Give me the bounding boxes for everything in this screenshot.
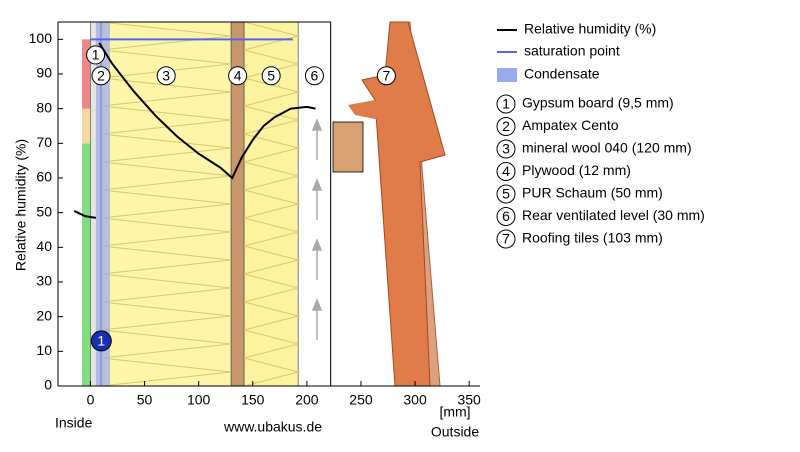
- layer-marker: [261, 66, 281, 86]
- layer-number: 4: [234, 67, 242, 83]
- insulation-pattern: [101, 273, 232, 303]
- condensate-marker-label: 1: [97, 333, 105, 349]
- insulation-pattern: [101, 329, 232, 359]
- x-tick-label: 350: [457, 392, 481, 408]
- insulation-pattern: [243, 161, 301, 191]
- insulation-pattern: [101, 49, 232, 79]
- layer-marker: [91, 66, 111, 86]
- legend-number: 4: [502, 163, 510, 179]
- tile-edge: [348, 100, 380, 120]
- insulation-pattern: [243, 133, 301, 163]
- legend-label: Rear ventilated level (30 mm): [522, 207, 705, 223]
- y-tick-label: 40: [36, 238, 52, 254]
- legend-label: Condensate: [524, 66, 600, 82]
- legend-number: 6: [502, 208, 510, 224]
- legend-label: Gypsum board (9,5 mm): [522, 95, 674, 111]
- source: www.ubakus.de: [223, 419, 322, 435]
- insulation-pattern: [243, 273, 301, 303]
- x-tick-label: 300: [403, 392, 427, 408]
- outside-label: Outside: [431, 424, 479, 440]
- layer-number: 7: [383, 67, 391, 83]
- series-line: [73, 42, 316, 219]
- insulation-pattern: [101, 245, 232, 275]
- y-tick-label: 0: [44, 377, 52, 393]
- x-tick-label: 0: [87, 392, 95, 408]
- inside-label: Inside: [55, 415, 93, 431]
- y-tick-label: 30: [36, 273, 52, 289]
- layer-number: 6: [311, 67, 319, 83]
- comfort-zone: [82, 108, 91, 144]
- legend-label: Ampatex Cento: [522, 117, 619, 133]
- comfort-zone: [82, 143, 91, 386]
- legend-marker: [496, 139, 516, 159]
- batten: [332, 121, 364, 173]
- layer-number: 2: [97, 67, 105, 83]
- y-tick-label: 60: [36, 169, 52, 185]
- legend-marker: [496, 184, 516, 204]
- legend-swatch: [497, 68, 517, 82]
- insulation-pattern: [101, 301, 232, 331]
- legend-number: 1: [502, 96, 510, 112]
- insulation-pattern: [101, 189, 232, 219]
- insulation-pattern: [243, 217, 301, 247]
- legend-number: 7: [502, 231, 510, 247]
- x-tick-label: 250: [349, 392, 373, 408]
- insulation-pattern: [243, 77, 301, 107]
- legend-marker: [496, 94, 516, 114]
- legend-label: Roofing tiles (103 mm): [522, 230, 663, 246]
- x-tick-label: 50: [137, 392, 153, 408]
- legend-number: 3: [502, 141, 510, 157]
- legend-label: saturation point: [524, 43, 620, 59]
- condensate: [95, 22, 110, 386]
- legend-marker: [496, 207, 516, 226]
- y-tick-label: 50: [36, 203, 52, 219]
- x-tick-label: 100: [187, 392, 211, 408]
- x-tick-label: 150: [241, 392, 265, 408]
- insulation-pattern: [243, 301, 301, 331]
- legend-marker: [496, 229, 516, 249]
- legend-number: 5: [502, 186, 510, 202]
- insulation-pattern: [243, 189, 301, 219]
- x-unit: [mm]: [439, 404, 470, 420]
- comfort-zone: [82, 39, 91, 109]
- layer-marker: [376, 66, 396, 86]
- roof-drawing: [332, 21, 446, 387]
- insulation-pattern: [243, 245, 301, 275]
- legend-label: mineral wool 040 (120 mm): [522, 140, 692, 156]
- y-tick-label: 100: [29, 30, 53, 46]
- condensate-marker: [90, 330, 112, 352]
- insulation-pattern: [243, 21, 301, 51]
- airflow-arrows: [311, 117, 323, 340]
- legend-label: Relative humidity (%): [524, 21, 656, 37]
- y-tick-label: 10: [36, 342, 52, 358]
- y-axis-label: Relative humidity (%): [13, 139, 29, 271]
- legend-marker: [496, 162, 516, 181]
- x-tick-label: 200: [295, 392, 319, 408]
- legend-number: 2: [502, 118, 510, 134]
- insulation-pattern: [101, 77, 232, 107]
- insulation-pattern: [101, 21, 232, 51]
- layer-marker: [304, 66, 324, 86]
- legend-label: Plywood (12 mm): [522, 162, 631, 178]
- layer-number: 1: [92, 47, 100, 63]
- layer-marker: [156, 66, 176, 86]
- y-tick-label: 80: [36, 99, 52, 115]
- insulation-pattern: [243, 357, 301, 387]
- insulation-pattern: [101, 217, 232, 247]
- plot-layers: [82, 21, 331, 387]
- insulation-pattern: [243, 329, 301, 359]
- y-tick-label: 20: [36, 307, 52, 323]
- layer-marker: [228, 66, 248, 86]
- y-tick-label: 70: [36, 134, 52, 150]
- layer-number: 5: [267, 67, 275, 83]
- legend-label: PUR Schaum (50 mm): [522, 185, 663, 201]
- insulation-pattern: [101, 133, 232, 163]
- layer-marker: [86, 45, 106, 65]
- layer-number: 3: [162, 67, 170, 83]
- insulation-pattern: [101, 105, 232, 135]
- y-tick-label: 90: [36, 65, 52, 81]
- legend-marker: [496, 117, 516, 136]
